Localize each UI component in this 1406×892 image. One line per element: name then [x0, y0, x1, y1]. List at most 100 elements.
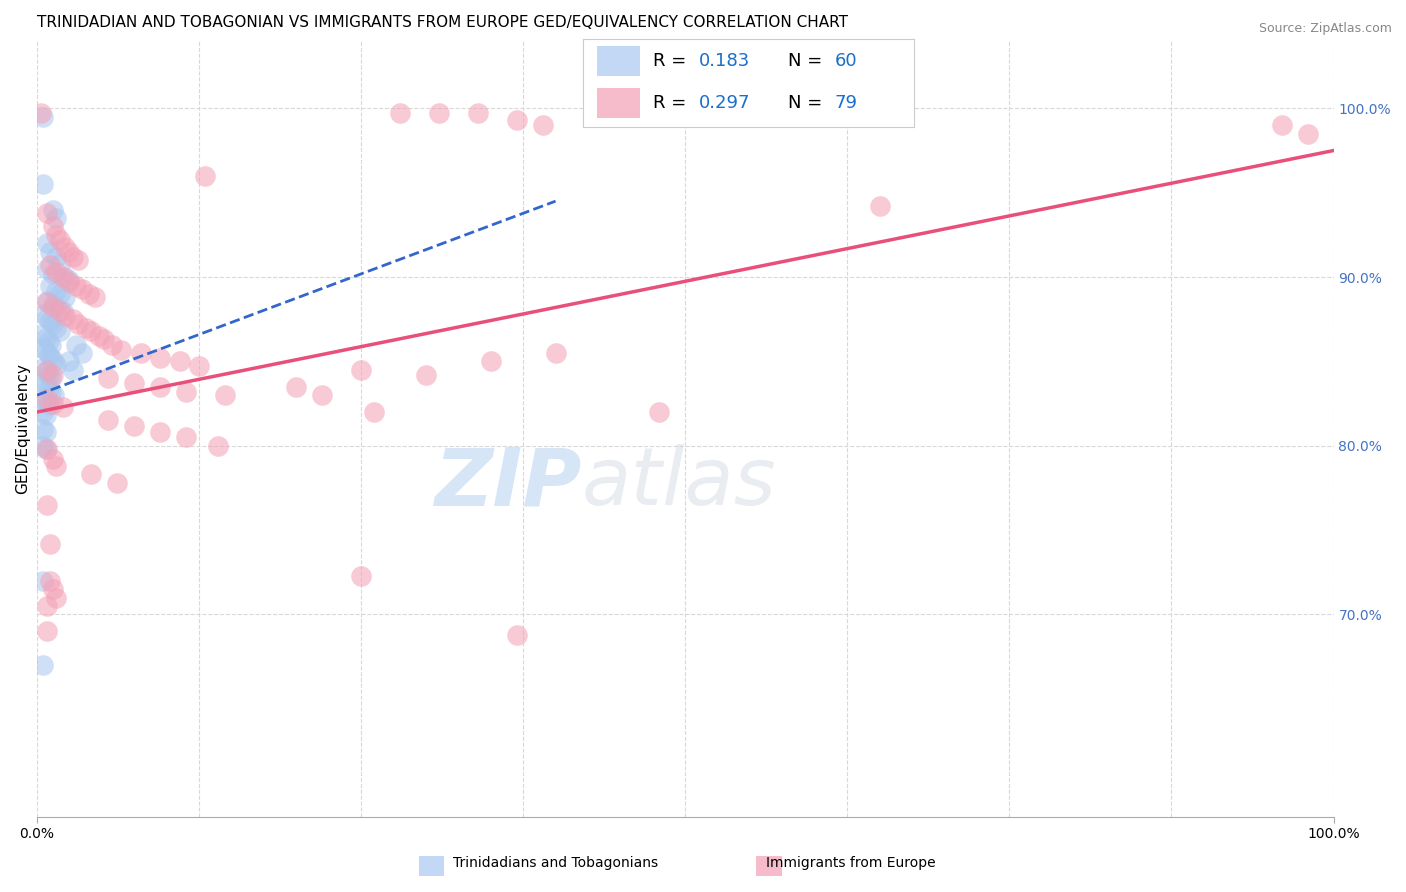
Point [58, 354, 80, 368]
Point [32, 307, 55, 321]
Point [467, 106, 489, 120]
Text: TRINIDADIAN AND TOBAGONIAN VS IMMIGRANTS FROM EUROPE GED/EQUIVALENCY CORRELATION: TRINIDADIAN AND TOBAGONIAN VS IMMIGRANTS… [37, 15, 848, 30]
Point [169, 354, 191, 368]
Y-axis label: GED/Equivalency: GED/Equivalency [15, 363, 30, 494]
Point [62, 250, 84, 264]
Point [55, 240, 77, 254]
Point [38, 574, 60, 588]
Point [45, 211, 67, 225]
Point [869, 199, 891, 213]
Point [350, 568, 373, 582]
Point [55, 309, 77, 323]
Point [41, 582, 63, 596]
Text: R =: R = [652, 52, 692, 70]
Point [32, 110, 55, 124]
Point [174, 430, 197, 444]
Point [101, 337, 124, 351]
Text: atlas: atlas [582, 444, 776, 522]
Point [38, 348, 60, 362]
Point [207, 439, 229, 453]
Point [32, 341, 55, 355]
Point [58, 273, 80, 287]
Point [58, 244, 80, 259]
Point [35, 442, 58, 457]
Point [65, 337, 87, 351]
Text: Source: ZipAtlas.com: Source: ZipAtlas.com [1258, 22, 1392, 36]
Point [32, 405, 55, 419]
Point [84, 290, 107, 304]
Point [41, 368, 63, 382]
Point [544, 346, 567, 360]
Point [41, 267, 63, 281]
Point [42, 388, 65, 402]
Point [479, 354, 502, 368]
Point [65, 278, 87, 293]
Point [37, 293, 59, 308]
Point [37, 206, 59, 220]
Point [45, 284, 67, 298]
Point [41, 301, 63, 315]
Point [45, 458, 67, 473]
Point [35, 344, 58, 359]
Point [97, 371, 120, 385]
Text: 60: 60 [835, 52, 858, 70]
Point [388, 106, 411, 120]
Point [45, 301, 67, 315]
Point [105, 475, 128, 490]
Point [52, 270, 75, 285]
Point [41, 297, 63, 311]
Point [55, 270, 77, 285]
Point [415, 368, 437, 382]
Point [37, 624, 59, 639]
Point [37, 442, 59, 457]
Point [350, 363, 373, 377]
Text: N =: N = [789, 52, 828, 70]
Point [194, 169, 217, 183]
Point [35, 425, 58, 440]
Point [38, 536, 60, 550]
Text: Immigrants from Europe: Immigrants from Europe [766, 855, 935, 870]
Point [39, 371, 62, 385]
Point [32, 439, 55, 453]
Point [58, 275, 80, 289]
Point [45, 358, 67, 372]
Point [41, 202, 63, 217]
Point [89, 329, 111, 343]
Point [149, 425, 172, 440]
Point [62, 363, 84, 377]
Point [122, 376, 145, 391]
Point [30, 106, 52, 120]
Point [37, 392, 59, 406]
Point [45, 265, 67, 279]
Text: 0.297: 0.297 [699, 94, 751, 112]
Point [35, 331, 58, 345]
Point [32, 392, 55, 406]
Point [214, 388, 236, 402]
Point [32, 178, 55, 192]
Point [93, 333, 115, 347]
Point [427, 106, 450, 120]
Point [45, 320, 67, 334]
FancyBboxPatch shape [596, 46, 640, 76]
Text: 79: 79 [835, 94, 858, 112]
Point [67, 253, 90, 268]
Point [32, 422, 55, 436]
Text: Trinidadians and Tobagonians: Trinidadians and Tobagonians [453, 855, 658, 870]
Point [38, 258, 60, 272]
Point [531, 118, 554, 132]
Text: ZIP: ZIP [434, 444, 582, 522]
Point [37, 261, 59, 276]
Point [1271, 118, 1294, 132]
Point [41, 396, 63, 410]
Point [38, 278, 60, 293]
Point [174, 384, 197, 399]
Point [122, 418, 145, 433]
Point [49, 287, 72, 301]
Point [32, 375, 55, 389]
Point [505, 113, 527, 128]
Point [37, 363, 59, 377]
Point [39, 337, 62, 351]
Point [37, 295, 59, 310]
Point [41, 318, 63, 332]
Text: 0.183: 0.183 [699, 52, 751, 70]
